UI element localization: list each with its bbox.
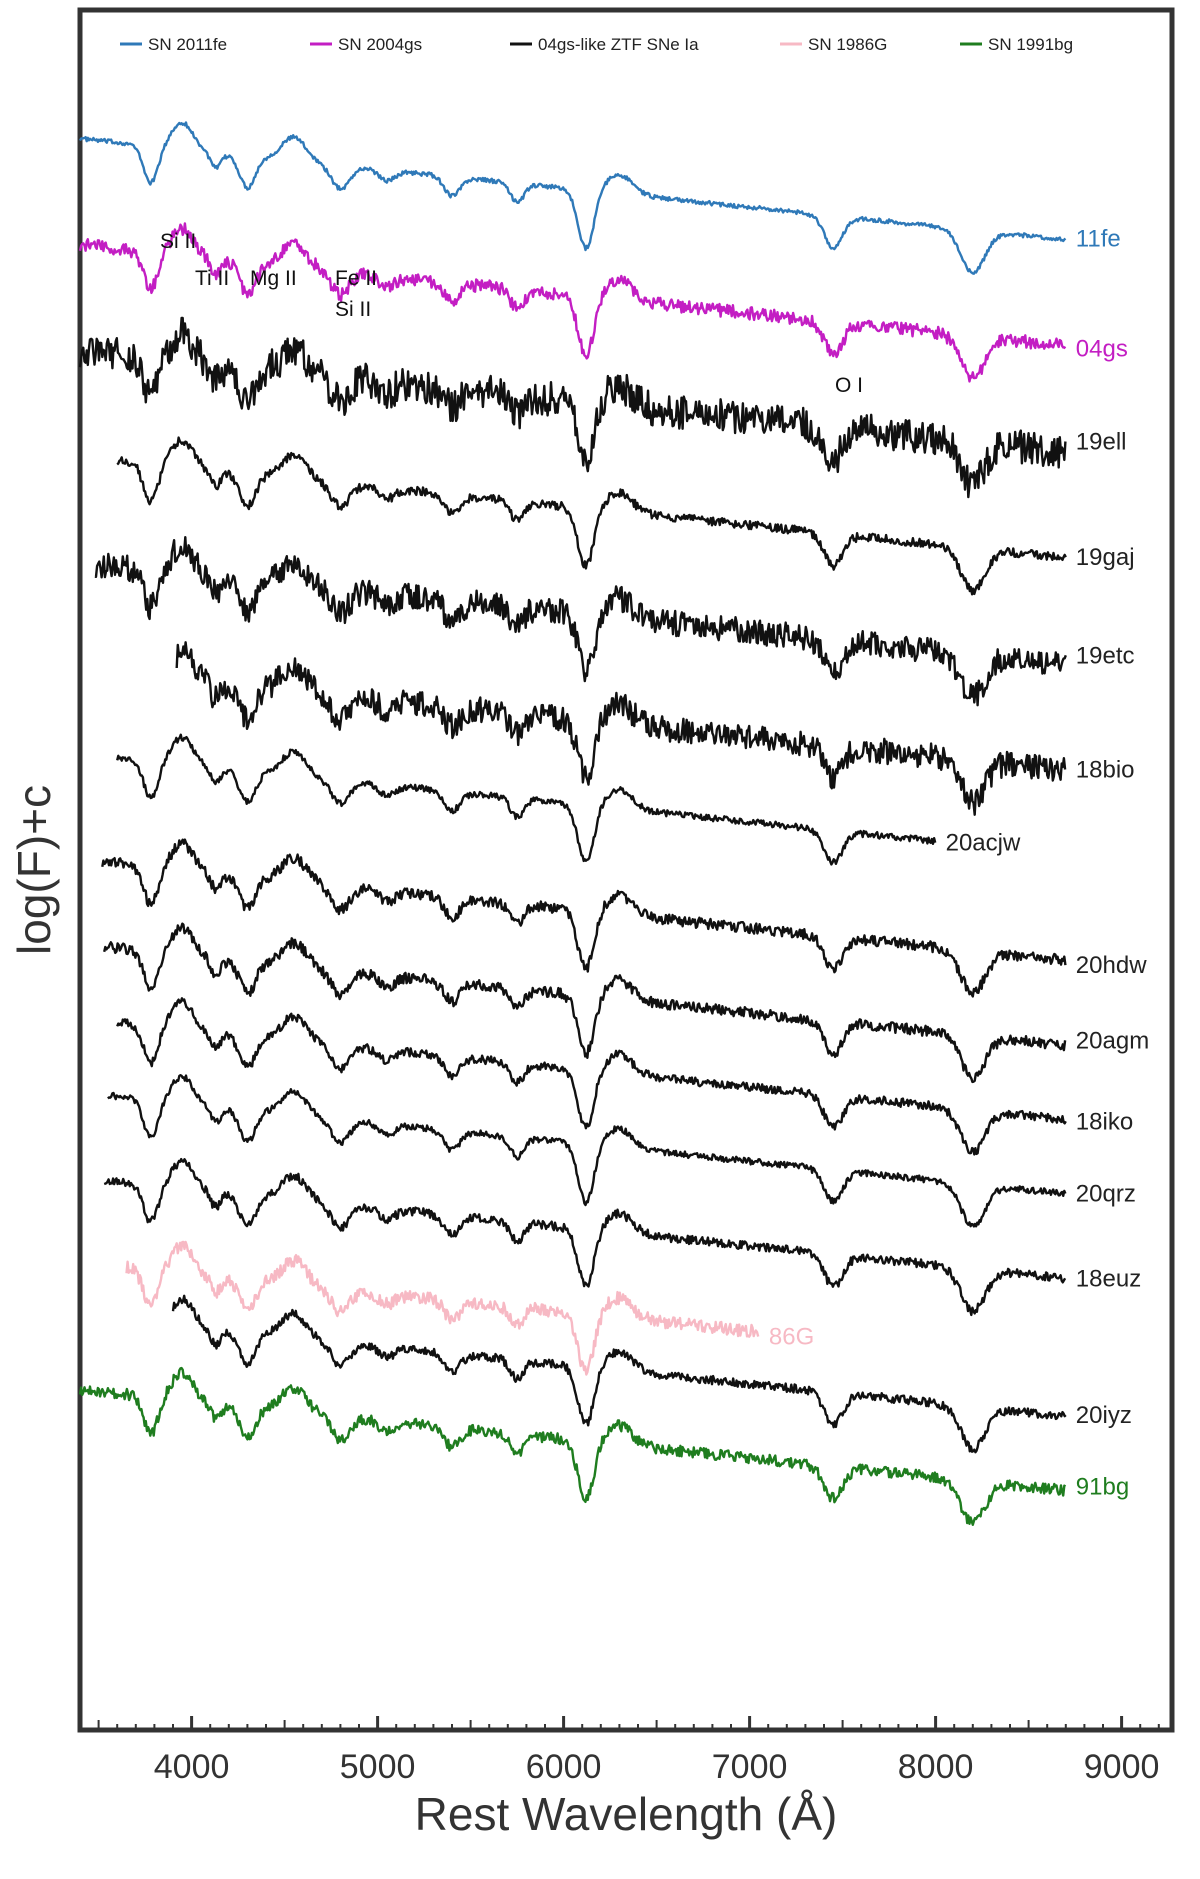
x-tick-label: 8000 [898,1748,974,1786]
series-label-86G: 86G [769,1324,814,1351]
series-line-04gs [78,222,1067,383]
line-id-label: Si II [335,298,371,321]
series-line-19ell [78,316,1067,499]
legend-entry: 04gs-like ZTF SNe Ia [538,35,699,54]
spectra-layer [78,121,1067,1526]
line-identification-labels: Si II Ti II Mg II Fe II Si II O I [160,230,863,397]
series-label-20hdw: 20hdw [1076,952,1147,979]
series-line-18bio [175,641,1067,816]
series-line-18euz [103,1157,1067,1317]
line-id-label: Si II [160,230,196,253]
series-label-19gaj: 19gaj [1076,544,1135,571]
series-line-19etc [94,536,1067,707]
x-tick-label: 7000 [712,1748,788,1786]
plot-frame [77,7,1175,1733]
series-line-19gaj [116,436,1067,596]
legend: SN 2011fe SN 2004gs 04gs-like ZTF SNe Ia SN… [120,35,1073,54]
series-label-91bg: 91bg [1076,1474,1129,1501]
series-label-20iyz: 20iyz [1076,1402,1132,1429]
series-label-18bio: 18bio [1076,756,1135,783]
legend-entry: SN 2004gs [338,35,422,54]
x-tick-label: 9000 [1084,1748,1160,1786]
legend-entry: SN 2011fe [148,35,227,54]
series-line-20qrz [107,1074,1067,1228]
line-id-label: O I [835,374,863,397]
line-id-label: Fe II [335,267,377,290]
series-line-18iko [116,997,1067,1156]
series-label-18euz: 18euz [1076,1265,1141,1292]
series-line-11fe [78,121,1067,275]
series-line-20acjw [116,733,937,866]
series-line-20hdw [101,838,1067,998]
x-tick-label: 5000 [340,1748,416,1786]
series-line-20iyz [171,1294,1067,1454]
x-axis: 4000 5000 6000 7000 8000 9000 [97,1716,1160,1786]
series-label-11fe: 11fe [1076,225,1121,252]
series-label-19ell: 19ell [1076,429,1127,456]
series-label-20agm: 20agm [1076,1027,1149,1054]
series-line-86G [125,1240,760,1376]
legend-entry: SN 1991bg [988,35,1073,54]
x-tick-label: 4000 [154,1748,230,1786]
series-label-04gs: 04gs [1076,335,1128,362]
series-label-19etc: 19etc [1076,642,1135,669]
line-id-label: Ti II [195,267,229,290]
series-label-20qrz: 20qrz [1076,1181,1136,1208]
series-label-18iko: 18iko [1076,1108,1133,1135]
series-labels: 11fe 04gs 19ell 19gaj 19etc 18bio 20acjw 20hdw 2… [769,225,1149,1500]
line-id-label: Mg II [250,267,297,290]
legend-entry: SN 1986G [808,35,887,54]
series-line-91bg [78,1366,1067,1526]
series-line-20agm [103,922,1067,1084]
x-axis-title: Rest Wavelength (Å) [415,1788,838,1840]
y-axis-title: log(F)+c [8,785,60,955]
x-tick-label: 6000 [526,1748,602,1786]
series-label-20acjw: 20acjw [946,830,1021,857]
